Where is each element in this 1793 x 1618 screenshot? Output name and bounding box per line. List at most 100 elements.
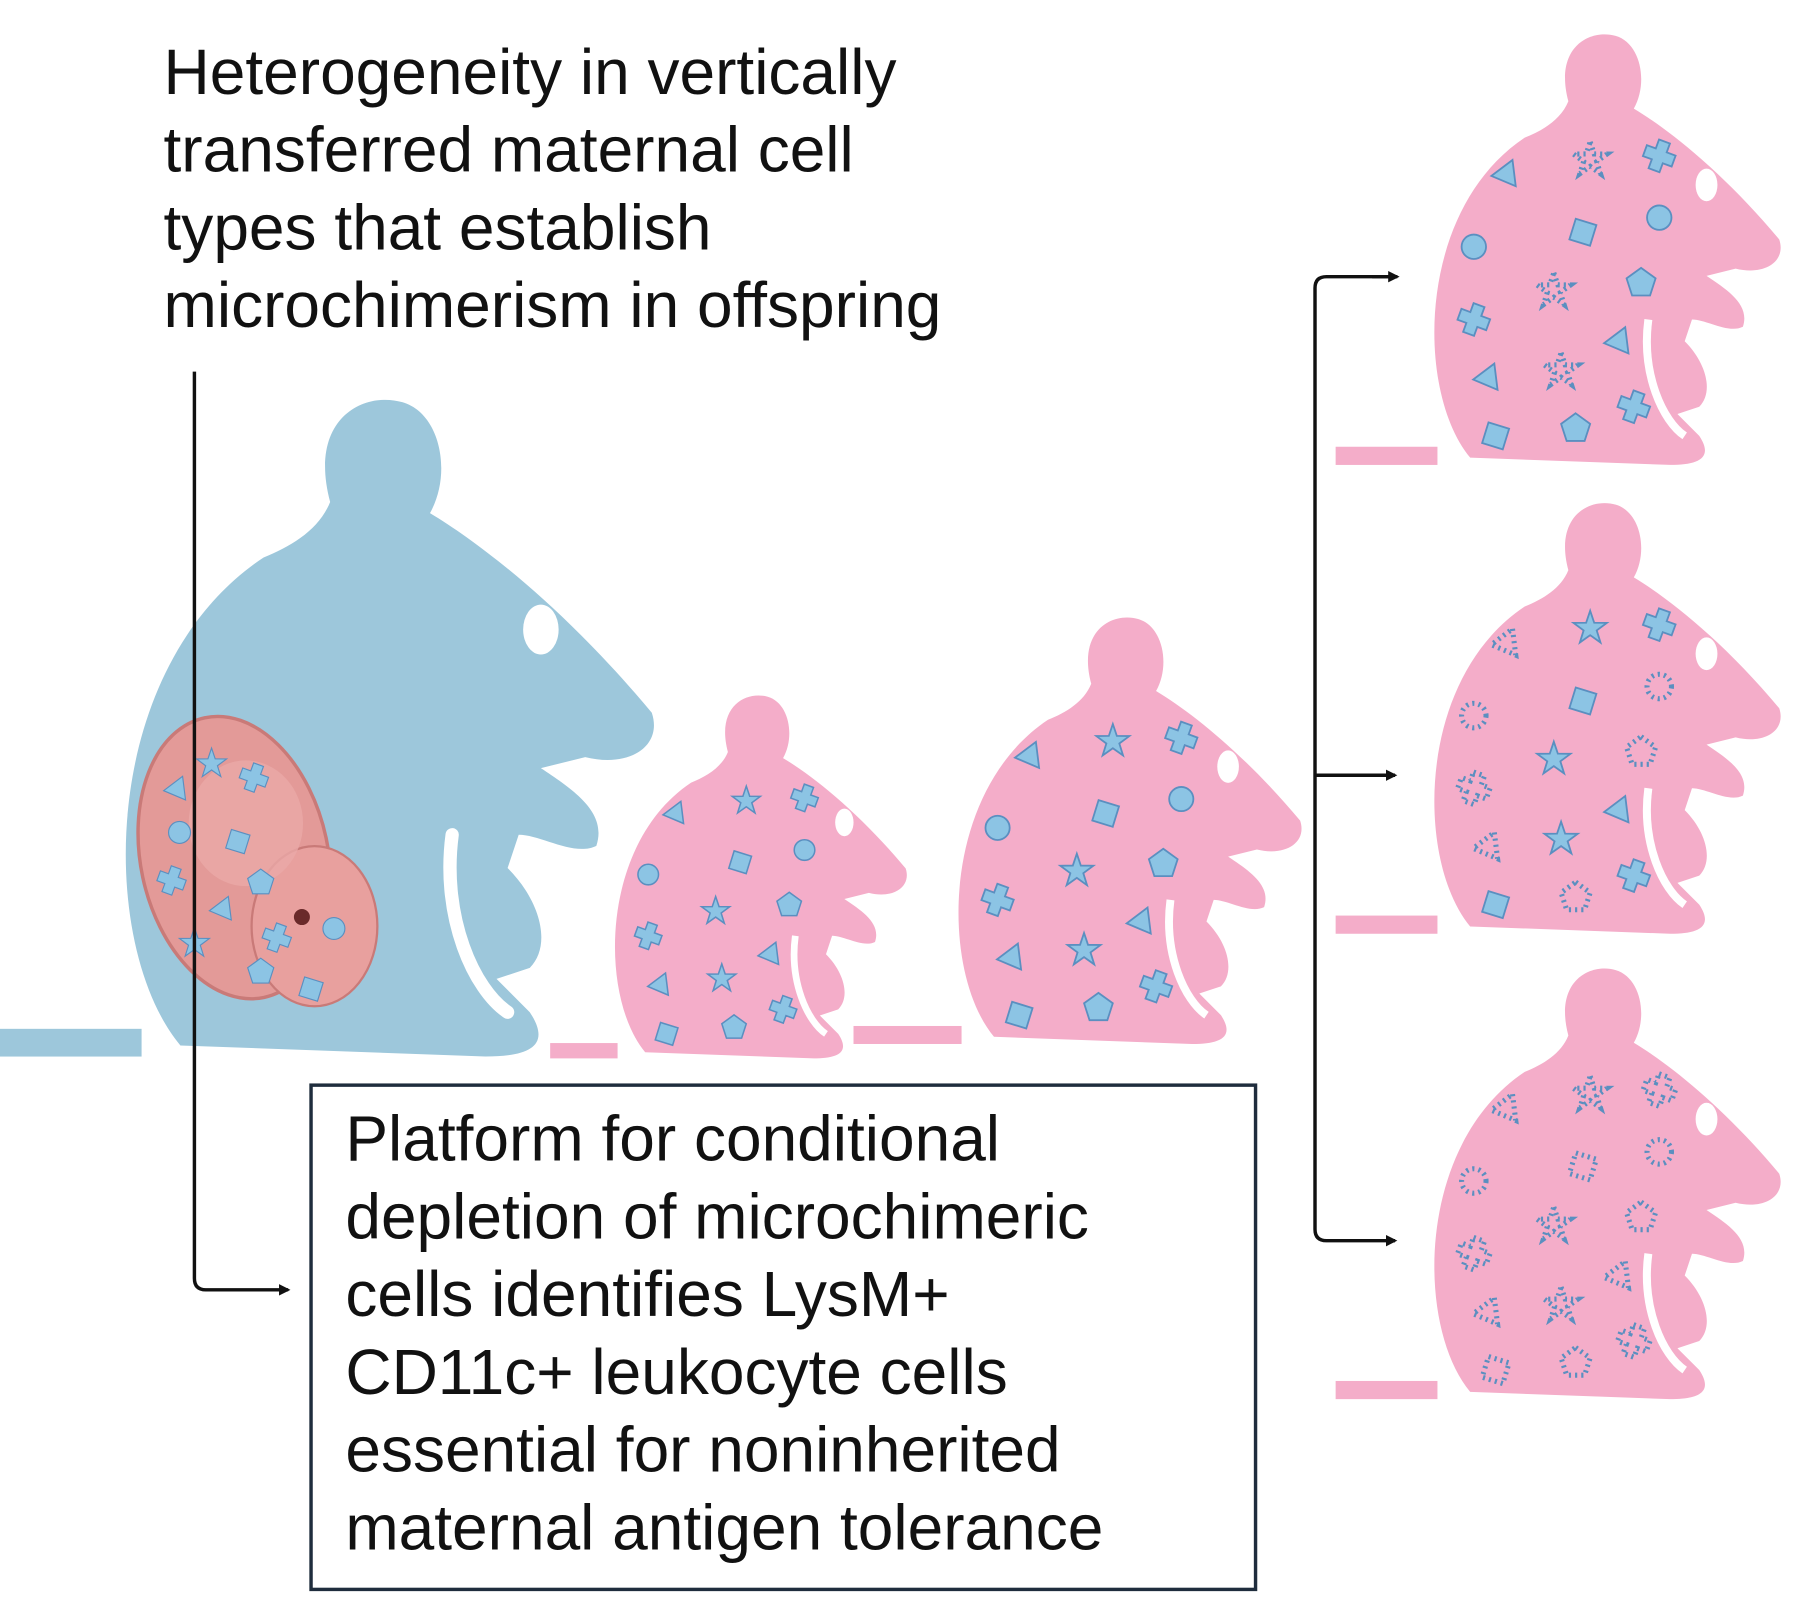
triangle-cell-icon	[1489, 158, 1517, 188]
pentagon-cell-icon	[1558, 878, 1594, 913]
cross-cell-icon	[1616, 389, 1652, 425]
star-cell-icon	[1534, 738, 1574, 776]
pentagon-cell-icon	[1147, 847, 1179, 878]
title-line: microchimerism in offspring	[164, 269, 942, 341]
pentagon-cell-icon	[1625, 266, 1657, 297]
offspring-mouse-right-1	[1335, 34, 1781, 465]
star-cell-icon	[1093, 721, 1133, 758]
star-cell-icon	[1565, 133, 1615, 181]
triangle-cell-icon	[756, 940, 780, 966]
circle-cell-icon	[637, 863, 660, 886]
triangle-cell-icon	[1599, 1256, 1632, 1292]
cross-cell-icon	[261, 922, 293, 954]
cross-cell-icon	[633, 921, 663, 951]
star-cell-icon	[1541, 818, 1581, 856]
triangle-cell-icon	[1486, 624, 1519, 660]
eye	[1217, 750, 1239, 783]
star-cell-icon	[705, 961, 739, 993]
circle-cell-icon	[1644, 1137, 1675, 1167]
pentagon-cell-icon	[247, 868, 275, 895]
circle-cell-icon	[322, 916, 346, 941]
cross-cell-icon	[156, 865, 187, 896]
pentagon-cell-icon	[1623, 1198, 1659, 1233]
eye	[835, 808, 854, 837]
cross-cell-icon	[980, 882, 1015, 918]
box-line: essential for noninherited	[345, 1414, 1060, 1486]
cross-cell-icon	[238, 762, 270, 793]
pentagon-cell-icon	[720, 1013, 748, 1039]
triangle-cell-icon	[1013, 740, 1041, 770]
square-cell-icon	[1566, 1149, 1600, 1184]
conclusion-box: Platform for conditional depletion of mi…	[309, 1083, 1258, 1592]
star-cell-icon	[194, 746, 229, 779]
square-cell-icon	[298, 976, 324, 1002]
embryo	[136, 714, 379, 1008]
box-line: maternal antigen tolerance	[345, 1491, 1103, 1563]
star-cell-icon	[699, 894, 732, 926]
title-line: transferred maternal cell	[164, 114, 854, 186]
pentagon-cell-icon	[1560, 412, 1592, 442]
star-cell-icon	[1057, 850, 1097, 888]
star-cell-icon	[729, 783, 763, 815]
connector-right	[1313, 271, 1400, 1247]
cross-cell-icon	[1641, 607, 1677, 643]
circle-cell-icon	[1459, 1166, 1489, 1196]
box-line: depletion of microchimeric	[345, 1180, 1089, 1252]
triangle-cell-icon	[1471, 361, 1499, 392]
cross-cell-icon	[1641, 138, 1677, 174]
pentagon-cell-icon	[1558, 1344, 1594, 1378]
star-cell-icon	[1570, 607, 1610, 645]
square-cell-icon	[1004, 1000, 1034, 1030]
square-cell-icon	[727, 849, 753, 875]
pentagon-cell-icon	[247, 957, 275, 984]
circle-cell-icon	[793, 838, 816, 862]
star-cell-icon	[1565, 1068, 1615, 1115]
square-cell-icon	[1568, 217, 1598, 247]
triangle-cell-icon	[1602, 325, 1630, 355]
square-cell-icon	[1568, 686, 1598, 716]
eye	[523, 604, 559, 655]
box-line: cells identifies LysM+	[345, 1258, 949, 1330]
star-cell-icon	[1536, 1279, 1586, 1326]
cross-cell-icon	[768, 994, 798, 1025]
circle-cell-icon	[167, 820, 192, 844]
cross-cell-icon	[1616, 858, 1652, 894]
box-line: CD11c+ leukocyte cells	[345, 1336, 1007, 1408]
square-cell-icon	[1481, 421, 1511, 451]
circle-cell-icon	[1646, 204, 1673, 231]
circle-cell-icon	[1460, 233, 1487, 260]
square-cell-icon	[225, 828, 251, 855]
square-cell-icon	[1481, 890, 1511, 920]
cross-cell-icon	[1163, 720, 1199, 756]
offspring-mouse	[853, 617, 1302, 1044]
circle-cell-icon	[984, 814, 1011, 841]
eye	[1695, 637, 1718, 671]
box-line: Platform for conditional	[345, 1103, 1000, 1175]
triangle-cell-icon	[208, 895, 232, 921]
circle-cell-icon	[1459, 700, 1489, 731]
square-cell-icon	[1478, 1353, 1513, 1387]
triangle-cell-icon	[995, 941, 1023, 972]
cross-cell-icon	[1456, 301, 1492, 337]
pentagon-cell-icon	[1083, 991, 1114, 1022]
circle-cell-icon	[1644, 671, 1675, 702]
embryo-eye	[293, 909, 310, 926]
triangle-cell-icon	[162, 775, 187, 801]
circle-cell-icon	[1168, 786, 1195, 813]
eye	[1695, 1102, 1718, 1136]
title-line: Heterogeneity in vertically	[164, 36, 897, 108]
offspring-mouse-right-2	[1335, 503, 1781, 934]
triangle-cell-icon	[1486, 1089, 1519, 1125]
eye	[1695, 168, 1718, 202]
star-cell-icon	[1529, 1199, 1579, 1246]
offspring-mouse	[550, 695, 907, 1059]
star-cell-icon	[1536, 344, 1586, 392]
triangle-cell-icon	[1124, 905, 1152, 936]
mother-mouse	[0, 399, 654, 1057]
star-cell-icon	[1064, 930, 1104, 967]
square-cell-icon	[654, 1021, 679, 1047]
cross-cell-icon	[1138, 969, 1174, 1004]
triangle-cell-icon	[646, 971, 670, 997]
triangle-cell-icon	[1468, 827, 1501, 863]
